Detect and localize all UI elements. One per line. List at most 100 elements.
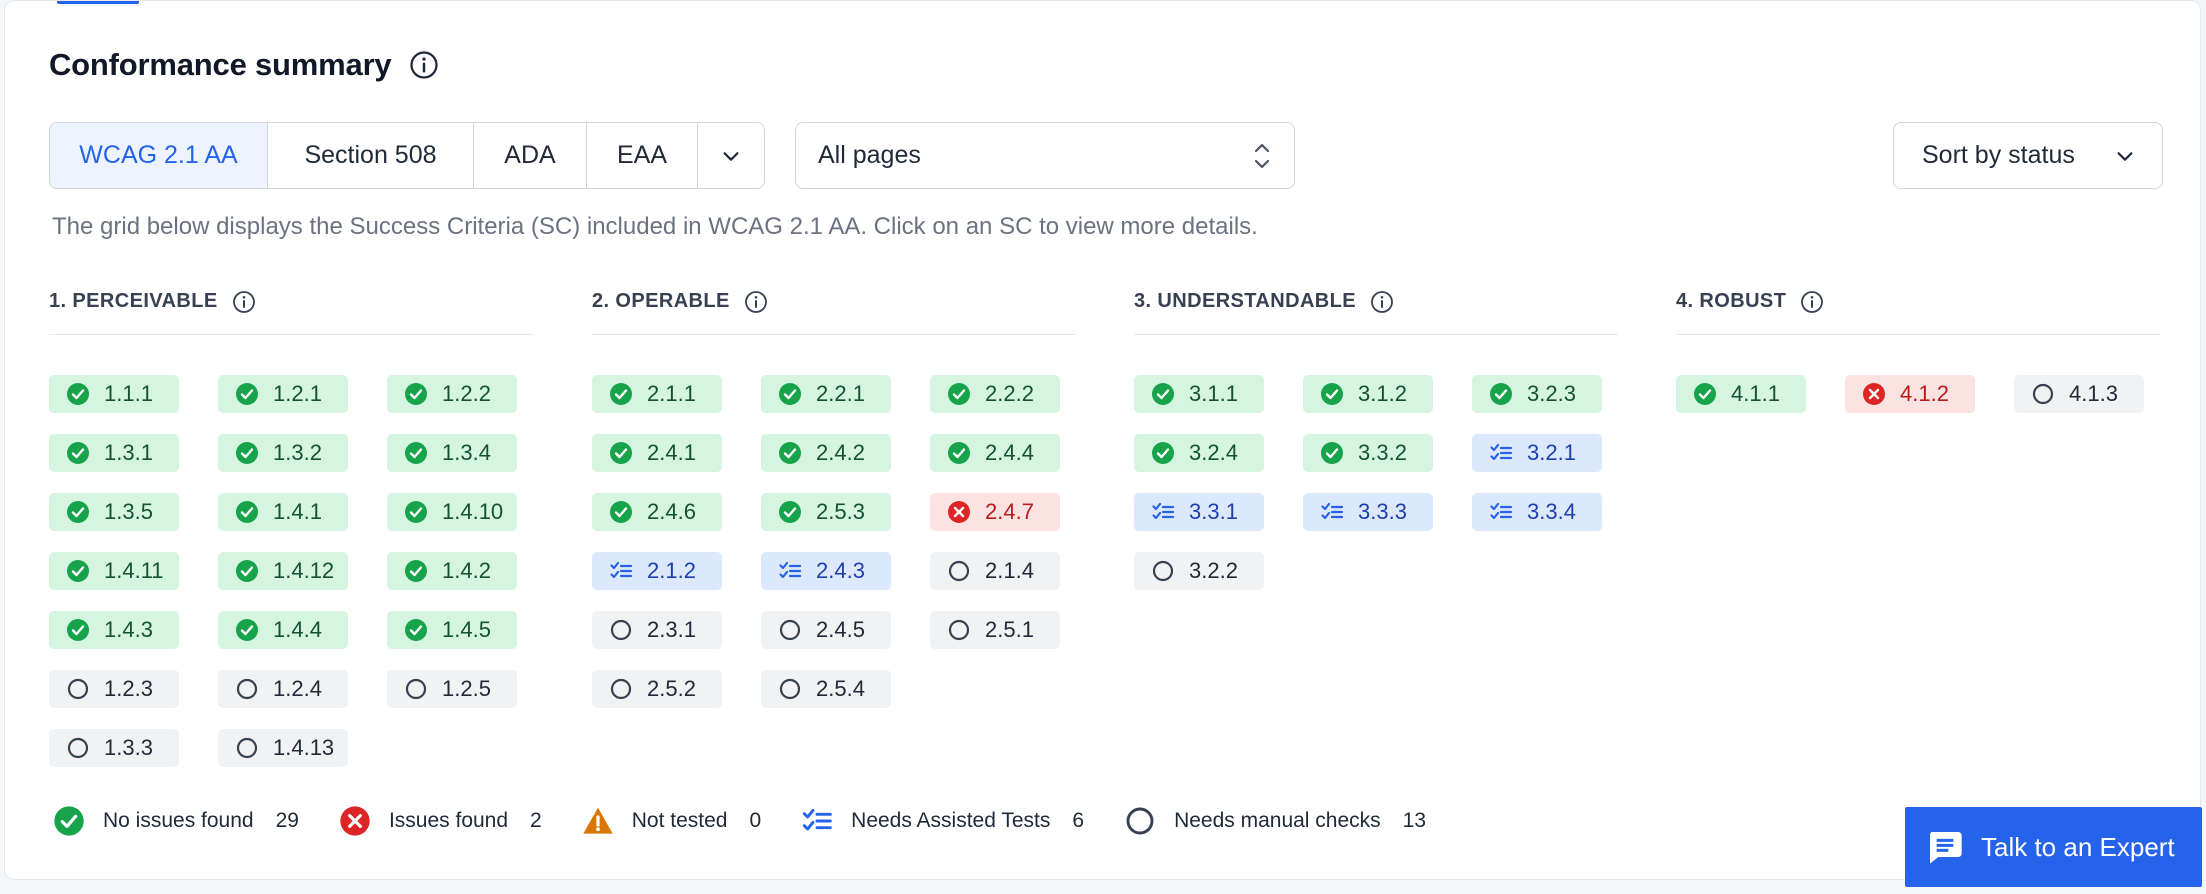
pages-select[interactable]: All pages xyxy=(795,122,1295,189)
criterion-id: 1.2.3 xyxy=(104,676,153,701)
check-circle-icon xyxy=(236,383,258,405)
chat-bubble-icon xyxy=(1929,832,1962,864)
criterion-chip-4-1-2[interactable]: 4.1.2 xyxy=(1845,375,1975,413)
criterion-chip-1-4-11[interactable]: 1.4.11 xyxy=(49,552,179,590)
criterion-chip-3-2-2[interactable]: 3.2.2 xyxy=(1134,552,1264,590)
more-standards-button[interactable] xyxy=(698,123,764,188)
talk-to-expert-button[interactable]: Talk to an Expert xyxy=(1905,807,2202,887)
criterion-chip-2-5-1[interactable]: 2.5.1 xyxy=(930,611,1060,649)
column-title: 1. PERCEIVABLE xyxy=(49,290,218,312)
check-circle-icon xyxy=(236,501,258,523)
sort-select[interactable]: Sort by status xyxy=(1893,122,2163,189)
standard-option-eaa[interactable]: EAA xyxy=(587,123,698,188)
criterion-id: 2.4.1 xyxy=(647,440,696,465)
standard-option-section-508[interactable]: Section 508 xyxy=(268,123,474,188)
criterion-id: 1.2.2 xyxy=(442,381,491,406)
criterion-chip-2-2-2[interactable]: 2.2.2 xyxy=(930,375,1060,413)
criterion-id: 1.3.5 xyxy=(104,499,153,524)
criterion-chip-3-1-1[interactable]: 3.1.1 xyxy=(1134,375,1264,413)
criterion-chip-1-4-4[interactable]: 1.4.4 xyxy=(218,611,348,649)
criterion-chip-2-4-7[interactable]: 2.4.7 xyxy=(930,493,1060,531)
info-icon[interactable] xyxy=(232,290,256,314)
criterion-chip-2-4-3[interactable]: 2.4.3 xyxy=(761,552,891,590)
criterion-chip-1-4-13[interactable]: 1.4.13 xyxy=(218,729,348,767)
criterion-chip-1-4-10[interactable]: 1.4.10 xyxy=(387,493,517,531)
criterion-chip-1-4-2[interactable]: 1.4.2 xyxy=(387,552,517,590)
criterion-id: 2.5.2 xyxy=(647,676,696,701)
info-icon[interactable] xyxy=(1800,290,1824,314)
criterion-chip-1-2-2[interactable]: 1.2.2 xyxy=(387,375,517,413)
column-title: 3. UNDERSTANDABLE xyxy=(1134,290,1356,312)
criterion-chip-3-3-4[interactable]: 3.3.4 xyxy=(1472,493,1602,531)
criterion-id: 3.2.3 xyxy=(1527,381,1576,406)
standard-option-ada[interactable]: ADA xyxy=(474,123,587,188)
criterion-chip-1-4-12[interactable]: 1.4.12 xyxy=(218,552,348,590)
criterion-chip-2-3-1[interactable]: 2.3.1 xyxy=(592,611,722,649)
criterion-chip-1-3-2[interactable]: 1.3.2 xyxy=(218,434,348,472)
criterion-chip-1-3-5[interactable]: 1.3.5 xyxy=(49,493,179,531)
criterion-chip-2-4-2[interactable]: 2.4.2 xyxy=(761,434,891,472)
criterion-chip-2-4-5[interactable]: 2.4.5 xyxy=(761,611,891,649)
criterion-chip-1-1-1[interactable]: 1.1.1 xyxy=(49,375,179,413)
criterion-chip-3-1-2[interactable]: 3.1.2 xyxy=(1303,375,1433,413)
info-icon[interactable] xyxy=(744,290,768,314)
check-circle-icon xyxy=(236,442,258,464)
criterion-chip-1-2-3[interactable]: 1.2.3 xyxy=(49,670,179,708)
criterion-chip-3-2-1[interactable]: 3.2.1 xyxy=(1472,434,1602,472)
criteria-grid: 1.1.1 1.2.1 1.2.2 1.3.1 1.3.2 1.3.4 1.3.5 1.4.1… xyxy=(49,375,533,767)
active-tab-indicator xyxy=(57,1,139,4)
criterion-id: 2.4.2 xyxy=(816,440,865,465)
info-icon[interactable] xyxy=(1370,290,1394,314)
criterion-chip-3-3-2[interactable]: 3.3.2 xyxy=(1303,434,1433,472)
checklist-icon xyxy=(1490,502,1513,520)
criterion-chip-2-4-1[interactable]: 2.4.1 xyxy=(592,434,722,472)
criterion-id: 1.4.11 xyxy=(104,558,164,583)
check-circle-icon xyxy=(405,619,427,641)
criterion-chip-4-1-3[interactable]: 4.1.3 xyxy=(2014,375,2144,413)
criterion-chip-2-5-3[interactable]: 2.5.3 xyxy=(761,493,891,531)
column-header: 3. UNDERSTANDABLE xyxy=(1134,283,1618,335)
check-circle-icon xyxy=(610,442,632,464)
criterion-chip-1-4-3[interactable]: 1.4.3 xyxy=(49,611,179,649)
criterion-chip-3-3-3[interactable]: 3.3.3 xyxy=(1303,493,1433,531)
check-circle-icon xyxy=(236,619,258,641)
legend-label: Needs manual checks xyxy=(1174,809,1381,832)
criterion-chip-1-2-4[interactable]: 1.2.4 xyxy=(218,670,348,708)
criterion-chip-3-3-1[interactable]: 3.3.1 xyxy=(1134,493,1264,531)
criterion-id: 2.5.1 xyxy=(985,617,1034,642)
column-operable: 2. OPERABLE 2.1.1 2.2.1 2.2.2 2.4.1 2.4.2 2.4… xyxy=(592,283,1076,708)
criterion-chip-1-4-5[interactable]: 1.4.5 xyxy=(387,611,517,649)
criterion-id: 2.5.3 xyxy=(816,499,865,524)
criterion-chip-2-4-4[interactable]: 2.4.4 xyxy=(930,434,1060,472)
criterion-chip-4-1-1[interactable]: 4.1.1 xyxy=(1676,375,1806,413)
check-circle-icon xyxy=(405,442,427,464)
criterion-chip-1-2-1[interactable]: 1.2.1 xyxy=(218,375,348,413)
criterion-id: 3.3.4 xyxy=(1527,499,1576,524)
criterion-id: 1.4.5 xyxy=(442,617,491,642)
criterion-chip-2-2-1[interactable]: 2.2.1 xyxy=(761,375,891,413)
check-circle-icon xyxy=(779,383,801,405)
criterion-id: 1.3.4 xyxy=(442,440,491,465)
criterion-chip-2-1-2[interactable]: 2.1.2 xyxy=(592,552,722,590)
criterion-chip-1-3-3[interactable]: 1.3.3 xyxy=(49,729,179,767)
criterion-chip-2-1-1[interactable]: 2.1.1 xyxy=(592,375,722,413)
criterion-chip-1-3-4[interactable]: 1.3.4 xyxy=(387,434,517,472)
legend-label: No issues found xyxy=(103,809,254,832)
info-icon[interactable] xyxy=(409,50,439,80)
criterion-chip-1-4-1[interactable]: 1.4.1 xyxy=(218,493,348,531)
criterion-chip-2-4-6[interactable]: 2.4.6 xyxy=(592,493,722,531)
criterion-chip-2-1-4[interactable]: 2.1.4 xyxy=(930,552,1060,590)
criterion-chip-1-2-5[interactable]: 1.2.5 xyxy=(387,670,517,708)
empty-circle-icon xyxy=(236,678,258,700)
check-circle-icon xyxy=(1694,383,1716,405)
check-circle-icon xyxy=(1152,442,1174,464)
standard-option-wcag[interactable]: WCAG 2.1 AA xyxy=(50,123,268,188)
criterion-chip-3-2-4[interactable]: 3.2.4 xyxy=(1134,434,1264,472)
criterion-chip-1-3-1[interactable]: 1.3.1 xyxy=(49,434,179,472)
criterion-chip-3-2-3[interactable]: 3.2.3 xyxy=(1472,375,1602,413)
criterion-id: 1.4.12 xyxy=(273,558,335,583)
criterion-chip-2-5-4[interactable]: 2.5.4 xyxy=(761,670,891,708)
check-circle-icon xyxy=(1152,383,1174,405)
criterion-id: 4.1.2 xyxy=(1900,381,1949,406)
criterion-chip-2-5-2[interactable]: 2.5.2 xyxy=(592,670,722,708)
